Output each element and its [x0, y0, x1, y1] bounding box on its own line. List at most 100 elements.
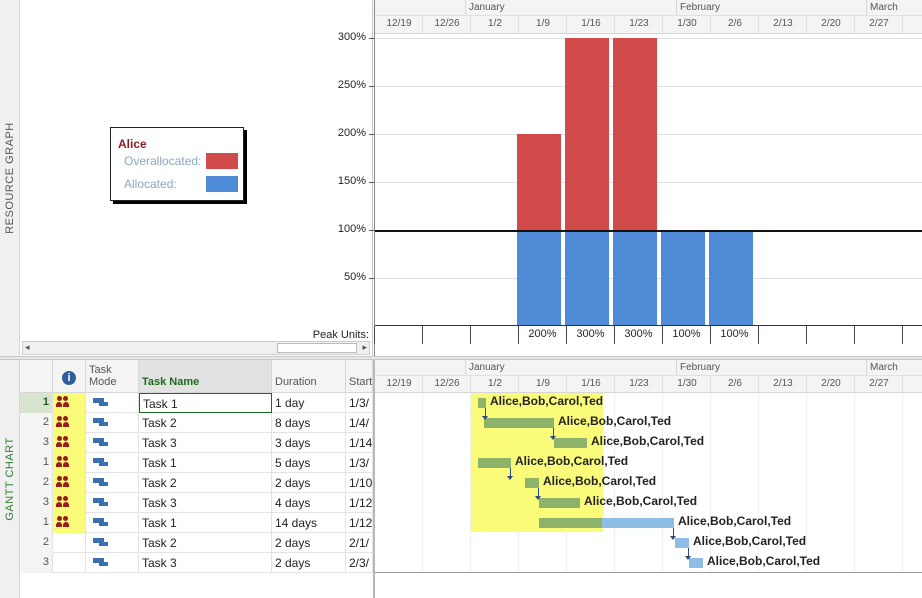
task-bar-resource-label: Alice,Bob,Carol,Ted	[558, 414, 672, 428]
row-number[interactable]: 3	[20, 553, 53, 573]
y-tick-label: 50%	[343, 271, 366, 283]
info-column-header[interactable]: i	[53, 360, 86, 393]
indicator-cell	[53, 513, 86, 533]
graph-month-separator	[465, 0, 466, 15]
allocated-bar[interactable]	[613, 230, 657, 326]
duration-cell[interactable]: 2 days	[272, 533, 346, 553]
task-bar[interactable]	[689, 558, 703, 568]
graph-week-separator	[710, 16, 711, 33]
task-name-cell[interactable]: Task 3	[139, 553, 272, 573]
start-cell[interactable]: 1/14	[346, 433, 373, 453]
task-name-cell[interactable]: Task 1	[139, 513, 272, 533]
duration-cell[interactable]: 5 days	[272, 453, 346, 473]
legend-overallocated-swatch	[206, 153, 238, 169]
row-number[interactable]: 2	[20, 533, 53, 553]
task-bar[interactable]	[484, 418, 554, 428]
overallocated-bar[interactable]	[613, 38, 657, 230]
y-tick-mark	[369, 86, 374, 87]
gantt-month-label: March	[870, 362, 898, 373]
allocated-bar[interactable]	[517, 230, 561, 326]
start-cell[interactable]: 2/1/	[346, 533, 373, 553]
peak-units-label: Peak Units:	[312, 329, 369, 341]
resource-graph-tab[interactable]: RESOURCE GRAPH	[0, 0, 20, 356]
row-number[interactable]: 2	[20, 473, 53, 493]
task-mode-header[interactable]: Task Mode	[86, 360, 139, 393]
start-cell[interactable]: 1/10	[346, 473, 373, 493]
row-header-corner[interactable]	[20, 360, 53, 393]
scroll-right-icon[interactable]: ▸	[362, 342, 367, 352]
duration-cell[interactable]: 14 days	[272, 513, 346, 533]
row-number[interactable]: 1	[20, 393, 53, 413]
task-name-cell[interactable]: Task 1	[139, 453, 272, 473]
horizontal-scrollbar[interactable]: ◂ ▸	[22, 341, 370, 355]
task-name-cell[interactable]: Task 3	[139, 493, 272, 513]
gantt-gridline	[710, 393, 711, 573]
task-name-cell[interactable]: Task 1	[139, 393, 272, 413]
gantt-week-separator	[902, 376, 903, 392]
indicator-cell	[53, 533, 86, 553]
scroll-thumb[interactable]	[277, 343, 357, 353]
duration-cell[interactable]: 8 days	[272, 413, 346, 433]
start-cell[interactable]: 1/4/	[346, 413, 373, 433]
task-bar[interactable]	[675, 538, 689, 548]
task-bar[interactable]	[525, 478, 539, 488]
row-number[interactable]: 3	[20, 433, 53, 453]
gantt-month-separator	[866, 360, 867, 375]
start-cell[interactable]: 1/12	[346, 493, 373, 513]
task-bar[interactable]	[554, 438, 587, 448]
task-mode-cell	[86, 553, 139, 573]
gantt-chart-tab[interactable]: GANTT CHART	[0, 360, 20, 598]
graph-month-label: January	[469, 2, 505, 13]
scroll-left-icon[interactable]: ◂	[25, 342, 30, 352]
task-bar[interactable]	[478, 398, 486, 408]
task-name-cell[interactable]: Task 2	[139, 473, 272, 493]
row-number[interactable]: 3	[20, 493, 53, 513]
allocated-bar[interactable]	[661, 230, 705, 326]
gantt-week-separator	[614, 376, 615, 392]
task-bar[interactable]	[539, 498, 580, 508]
start-cell[interactable]: 1/3/	[346, 393, 373, 413]
start-header[interactable]: Start	[346, 360, 373, 393]
task-name-header[interactable]: Task Name	[139, 360, 272, 393]
duration-cell[interactable]: 3 days	[272, 433, 346, 453]
task-bar-unallocated[interactable]	[602, 518, 674, 528]
graph-week-separator	[902, 16, 903, 33]
task-name-cell[interactable]: Task 3	[139, 433, 272, 453]
duration-cell[interactable]: 4 days	[272, 493, 346, 513]
gantt-month-separator	[676, 360, 677, 375]
allocated-bar[interactable]	[709, 230, 753, 326]
row-number[interactable]: 2	[20, 413, 53, 433]
overallocated-bar[interactable]	[517, 134, 561, 230]
y-tick-label: 100%	[337, 223, 366, 235]
table-divider[interactable]	[373, 360, 375, 598]
duration-cell[interactable]: 1 day	[272, 393, 346, 413]
row-number[interactable]: 1	[20, 453, 53, 473]
duration-cell[interactable]: 2 days	[272, 553, 346, 573]
start-cell[interactable]: 1/3/	[346, 453, 373, 473]
task-bar[interactable]	[478, 458, 511, 468]
dependency-arrow-icon	[550, 436, 556, 440]
overallocated-bar[interactable]	[565, 38, 609, 230]
task-mode-cell	[86, 513, 139, 533]
gantt-gridline	[662, 393, 663, 573]
pane-splitter[interactable]	[0, 356, 922, 360]
duration-header[interactable]: Duration	[272, 360, 346, 393]
start-cell[interactable]: 1/12	[346, 513, 373, 533]
table-row[interactable]: 1 Task 1 14 days 1/12	[20, 513, 373, 533]
task-name-cell[interactable]: Task 2	[139, 533, 272, 553]
row-number[interactable]: 1	[20, 513, 53, 533]
allocated-bar[interactable]	[565, 230, 609, 326]
task-bar[interactable]	[539, 518, 602, 528]
task-name-cell[interactable]: Task 2	[139, 413, 272, 433]
start-cell[interactable]: 2/3/	[346, 553, 373, 573]
gantt-gridline	[902, 393, 903, 573]
duration-cell[interactable]: 2 days	[272, 473, 346, 493]
